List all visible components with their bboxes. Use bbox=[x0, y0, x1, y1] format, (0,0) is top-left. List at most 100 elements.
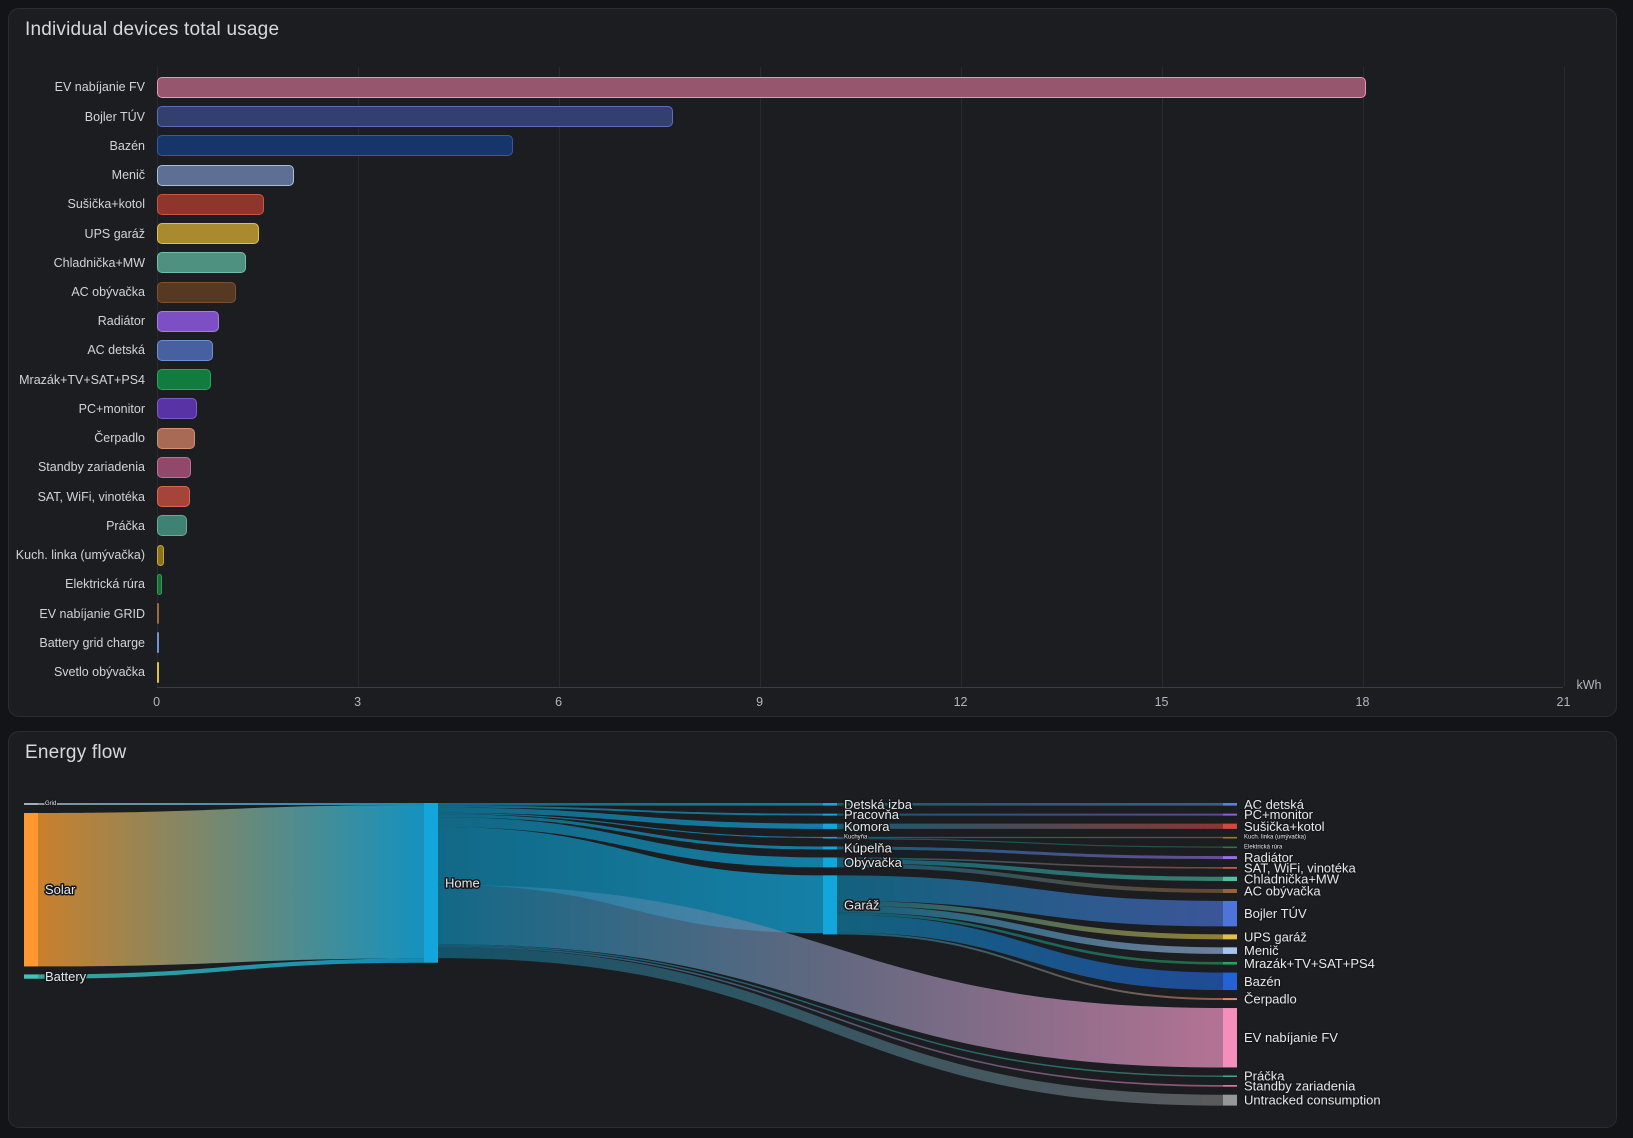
bar[interactable] bbox=[157, 281, 237, 303]
sankey-link[interactable] bbox=[837, 912, 1223, 965]
sankey-link[interactable] bbox=[38, 804, 424, 967]
sankey-link[interactable] bbox=[837, 932, 1223, 1001]
bar[interactable] bbox=[157, 603, 160, 625]
sankey-node[interactable] bbox=[1223, 813, 1237, 816]
sankey-node[interactable] bbox=[1223, 889, 1237, 893]
sankey-node[interactable] bbox=[1223, 856, 1237, 860]
bar[interactable] bbox=[157, 193, 264, 215]
sankey-node[interactable] bbox=[1223, 961, 1237, 965]
sankey-node[interactable] bbox=[1223, 803, 1237, 806]
bar[interactable] bbox=[157, 310, 219, 332]
bar[interactable] bbox=[157, 398, 197, 420]
sankey-link[interactable] bbox=[38, 958, 424, 979]
sankey-link[interactable] bbox=[837, 803, 1223, 806]
sankey-chart[interactable]: Grid Solar Battery Home Detská izba Pracovňa K… bbox=[9, 732, 1616, 1127]
gridline bbox=[357, 67, 359, 687]
sankey-link[interactable] bbox=[837, 863, 1223, 893]
sankey-link[interactable] bbox=[837, 846, 1223, 860]
sankey-link[interactable] bbox=[837, 836, 1223, 839]
sankey-link[interactable] bbox=[438, 884, 1223, 1068]
sankey-link[interactable] bbox=[438, 812, 823, 839]
sankey-node-label: PC+monitor bbox=[1244, 807, 1314, 822]
bar[interactable] bbox=[157, 106, 673, 128]
sankey-node[interactable] bbox=[424, 803, 438, 963]
sankey-node-label: Untracked consumption bbox=[1244, 1093, 1381, 1108]
sankey-link[interactable] bbox=[438, 805, 823, 816]
bar[interactable] bbox=[157, 544, 164, 566]
bar[interactable] bbox=[157, 252, 246, 274]
bar-chart[interactable]: 0 3 6 9 12 15 18 21 kWh EV nabíjanie FV Bojler TÚV… bbox=[9, 9, 1616, 716]
sankey-link[interactable] bbox=[837, 900, 1223, 940]
sankey-node[interactable] bbox=[1223, 934, 1237, 940]
sankey-node[interactable] bbox=[24, 803, 38, 805]
bar[interactable] bbox=[157, 76, 1367, 98]
sankey-link[interactable] bbox=[438, 803, 823, 806]
sankey-node[interactable] bbox=[823, 836, 837, 839]
sankey-link[interactable] bbox=[438, 807, 823, 829]
sankey-link[interactable] bbox=[438, 826, 823, 934]
bar-category-label: Bojler TÚV bbox=[84, 109, 145, 124]
sankey-node[interactable] bbox=[1223, 1085, 1237, 1087]
sankey-node[interactable] bbox=[1223, 947, 1237, 954]
sankey-link[interactable] bbox=[438, 944, 1223, 1077]
sankey-node[interactable] bbox=[823, 813, 837, 816]
sankey-node[interactable] bbox=[1223, 846, 1237, 849]
sankey-node[interactable] bbox=[1223, 823, 1237, 829]
bar[interactable] bbox=[157, 661, 160, 683]
sankey-node-label: Radiátor bbox=[1244, 850, 1294, 865]
sankey-node[interactable] bbox=[24, 974, 38, 979]
sankey-node[interactable] bbox=[1223, 876, 1237, 882]
sankey-link[interactable] bbox=[837, 859, 1223, 882]
sankey-link[interactable] bbox=[837, 857, 1223, 869]
x-tick-label: 15 bbox=[1154, 695, 1169, 709]
sankey-link[interactable] bbox=[837, 905, 1223, 954]
sankey-link[interactable] bbox=[837, 823, 1223, 829]
bar-category-label: AC obývačka bbox=[71, 285, 145, 299]
sankey-node[interactable] bbox=[823, 803, 837, 806]
sankey-node[interactable] bbox=[1223, 972, 1237, 991]
sankey-link[interactable] bbox=[837, 875, 1223, 927]
sankey-node[interactable] bbox=[1223, 1075, 1237, 1078]
bar[interactable] bbox=[157, 573, 163, 595]
sankey-node[interactable] bbox=[1223, 836, 1237, 839]
sankey-link[interactable] bbox=[438, 945, 1223, 1087]
sankey-node-label: Menič bbox=[1244, 943, 1279, 958]
gridline bbox=[759, 67, 761, 687]
bar-category-label: Sušička+kotol bbox=[67, 197, 145, 212]
x-axis-line bbox=[156, 687, 1564, 688]
bar[interactable] bbox=[157, 427, 196, 449]
sankey-node[interactable] bbox=[823, 846, 837, 850]
sankey-node-label: Čerpadlo bbox=[1244, 992, 1297, 1007]
bar[interactable] bbox=[157, 515, 188, 537]
sankey-node[interactable] bbox=[1223, 867, 1237, 869]
bar[interactable] bbox=[157, 339, 213, 361]
bar[interactable] bbox=[157, 135, 513, 157]
sankey-link[interactable] bbox=[438, 947, 1223, 1106]
bar[interactable] bbox=[157, 223, 259, 245]
gridline bbox=[1362, 67, 1364, 687]
sankey-link[interactable] bbox=[837, 813, 1223, 816]
bar[interactable] bbox=[157, 456, 191, 478]
sankey-node[interactable] bbox=[1223, 998, 1237, 1001]
sankey-node-label: SAT, WiFi, vinotéka bbox=[1244, 860, 1357, 875]
sankey-node-label: AC detská bbox=[1244, 797, 1305, 812]
sankey-link[interactable] bbox=[38, 803, 424, 805]
gridline bbox=[558, 67, 560, 687]
sankey-node[interactable] bbox=[823, 875, 837, 935]
bar[interactable] bbox=[157, 164, 295, 186]
sankey-link[interactable] bbox=[837, 838, 1223, 848]
sankey-node[interactable] bbox=[24, 812, 38, 967]
sankey-node[interactable] bbox=[1223, 1008, 1237, 1068]
sankey-link[interactable] bbox=[837, 914, 1223, 991]
sankey-node[interactable] bbox=[823, 823, 837, 829]
sankey-node[interactable] bbox=[1223, 900, 1237, 927]
x-tick-label: 6 bbox=[555, 695, 563, 709]
sankey-node-label: Bojler TÚV bbox=[1244, 906, 1307, 921]
bar[interactable] bbox=[157, 369, 211, 391]
bar[interactable] bbox=[157, 486, 190, 508]
sankey-node[interactable] bbox=[823, 857, 837, 868]
sankey-link[interactable] bbox=[438, 814, 823, 850]
sankey-link[interactable] bbox=[438, 817, 823, 868]
bar[interactable] bbox=[157, 632, 160, 654]
sankey-node[interactable] bbox=[1223, 1094, 1237, 1106]
